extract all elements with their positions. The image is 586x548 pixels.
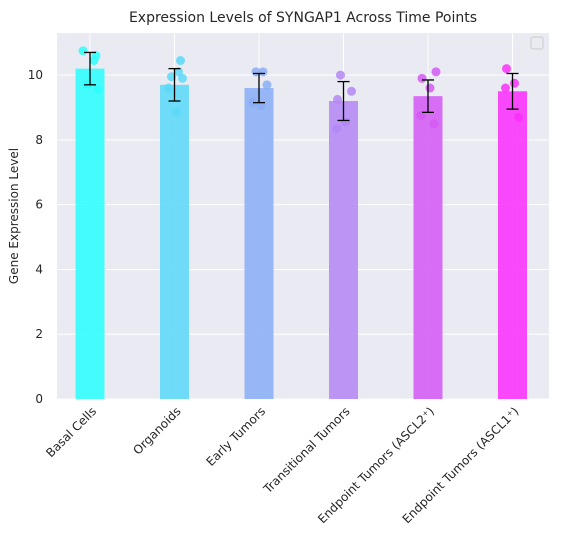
data-point (93, 85, 103, 95)
y-tick-label: 4 (35, 262, 43, 276)
y-tick-label: 2 (35, 327, 43, 341)
data-point (501, 83, 510, 93)
x-tick-label: Early Tumors (203, 404, 268, 469)
error-bar (506, 72, 519, 110)
error-bar (253, 72, 265, 104)
bar (413, 96, 443, 399)
data-point (176, 56, 185, 66)
y-tick-label: 0 (35, 392, 43, 406)
error-bar (337, 80, 350, 122)
y-tick-label: 10 (28, 68, 43, 82)
data-point (164, 83, 173, 93)
data-point (178, 73, 187, 83)
data-point (336, 70, 345, 80)
bar (244, 88, 274, 399)
chart-title: Expression Levels of SYNGAP1 Across Time… (129, 10, 477, 26)
empty-legend (530, 36, 544, 50)
data-point (174, 67, 183, 77)
y-axis-label: Gene Expression Level (7, 148, 21, 284)
data-point (416, 111, 426, 121)
data-point (256, 101, 266, 111)
bar (498, 91, 527, 399)
data-point (429, 119, 439, 129)
data-point (425, 83, 435, 93)
data-points (78, 46, 523, 134)
error-bar (168, 67, 181, 102)
bars (75, 68, 527, 400)
error-bar (422, 79, 434, 114)
y-tick-label: 6 (35, 198, 43, 212)
data-point (417, 73, 427, 83)
data-point (431, 67, 441, 77)
y-tick-labels: 0 2 4 6 8 10 (28, 68, 43, 406)
x-tick-labels: Basal Cells Organoids Early TumorsTransiti… (43, 404, 521, 526)
data-point (514, 112, 523, 122)
data-point (332, 124, 341, 134)
data-point (333, 94, 342, 104)
bar (160, 84, 189, 400)
error-bars (84, 51, 519, 122)
data-point (341, 117, 350, 127)
data-point (89, 56, 99, 66)
data-point (347, 86, 356, 96)
data-point (172, 107, 181, 117)
data-point (167, 72, 176, 82)
bar (329, 101, 358, 399)
bar (75, 68, 105, 399)
data-point (262, 80, 272, 90)
data-point (78, 46, 88, 56)
y-tick-label: 8 (35, 133, 43, 147)
x-tick-label: Organoids (130, 404, 183, 457)
data-point (510, 78, 519, 88)
x-tick-label: Basal Cells (43, 404, 99, 460)
error-bar (84, 51, 96, 86)
plot-background (57, 33, 549, 399)
x-tick-label: Transitional Tumors (260, 404, 353, 497)
data-point (502, 64, 511, 74)
